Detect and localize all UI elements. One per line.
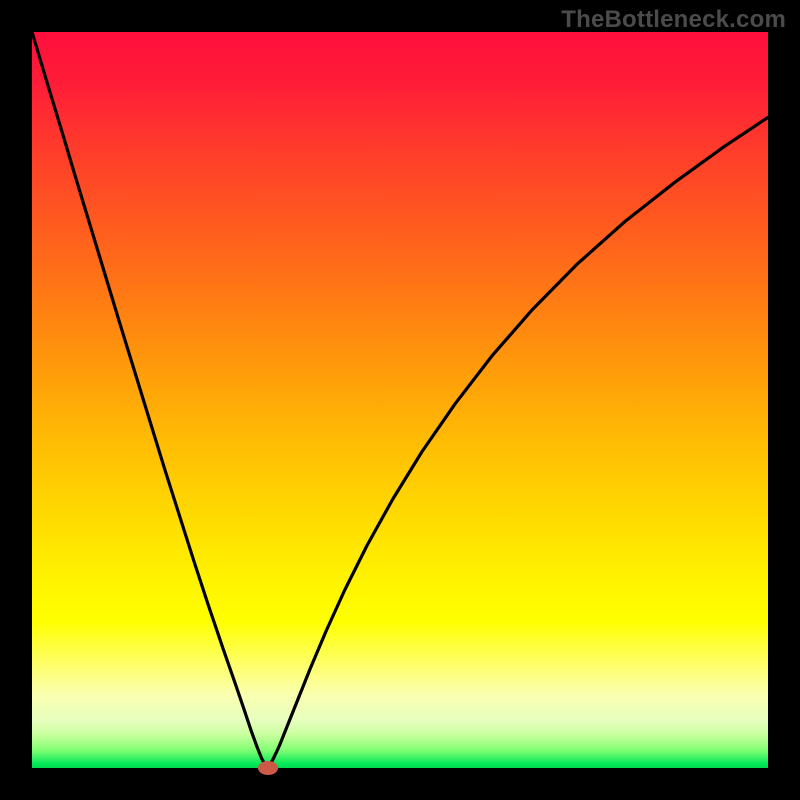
optimum-marker xyxy=(258,761,278,775)
curve-layer xyxy=(32,32,768,768)
chart-container: TheBottleneck.com xyxy=(0,0,800,800)
plot-area xyxy=(32,32,768,768)
bottleneck-curve xyxy=(32,32,768,768)
watermark-text: TheBottleneck.com xyxy=(561,6,786,34)
